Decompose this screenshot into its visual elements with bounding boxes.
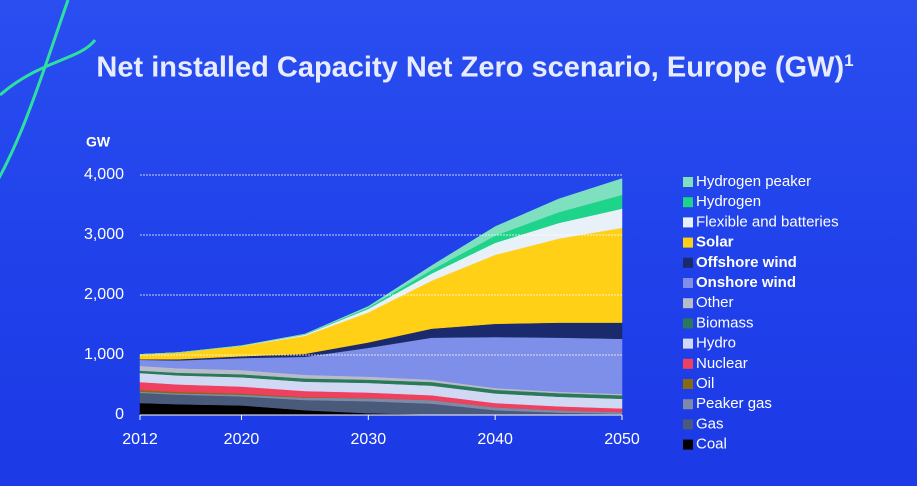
legend-label: Nuclear (696, 355, 748, 372)
legend-swatch (683, 399, 693, 410)
legend-label: Oil (696, 375, 714, 392)
chart-title-block: Net installed Capacity Net Zero scenario… (95, 42, 855, 87)
y-tick-label: 4,000 (84, 166, 124, 183)
legend-label: Biomass (696, 314, 754, 331)
legend-label: Flexible and batteries (696, 213, 839, 230)
decoration (0, 0, 97, 180)
legend-label: Peaker gas (696, 395, 772, 412)
legend-label: Coal (696, 436, 727, 453)
x-tick-label: 2012 (122, 431, 158, 448)
area (139, 178, 623, 355)
y-tick-label: 0 (115, 406, 124, 423)
legend-swatch (683, 298, 693, 309)
y-axis-label: GW (86, 134, 111, 150)
legend-swatch (683, 237, 693, 248)
legend-label: Other (696, 294, 734, 311)
legend-swatch (683, 257, 693, 268)
legend-label: Offshore wind (696, 254, 797, 271)
legend-label: Solar (696, 234, 734, 251)
legend-swatch (683, 338, 693, 349)
y-tick-label: 3,000 (84, 226, 124, 243)
title-footnote: 1 (844, 51, 854, 70)
legend-label: Hydro (696, 335, 736, 352)
legend-swatch (683, 217, 693, 228)
y-tick-label: 1,000 (84, 346, 124, 363)
x-tick-label: 2050 (604, 431, 640, 448)
legend-swatch (683, 419, 693, 430)
legend-swatch (683, 278, 693, 288)
x-tick-label: 2020 (224, 431, 260, 448)
legend-swatch (683, 197, 693, 208)
y-tick-label: 2,000 (84, 286, 124, 303)
legend-swatch (683, 177, 693, 187)
x-tick-label: 2030 (351, 431, 387, 448)
legend-swatch (683, 318, 693, 329)
legend-label: Onshore wind (696, 274, 796, 291)
legend-swatch (683, 379, 693, 389)
chart-title: Net installed Capacity Net Zero scenario… (96, 51, 845, 84)
legend-label: Gas (696, 415, 724, 432)
legend-label: Hydrogen (696, 193, 761, 210)
legend-swatch (683, 439, 693, 450)
legend-swatch (683, 358, 693, 369)
legend-label: Hydrogen peaker (696, 173, 811, 190)
x-tick-label: 2040 (477, 431, 513, 448)
